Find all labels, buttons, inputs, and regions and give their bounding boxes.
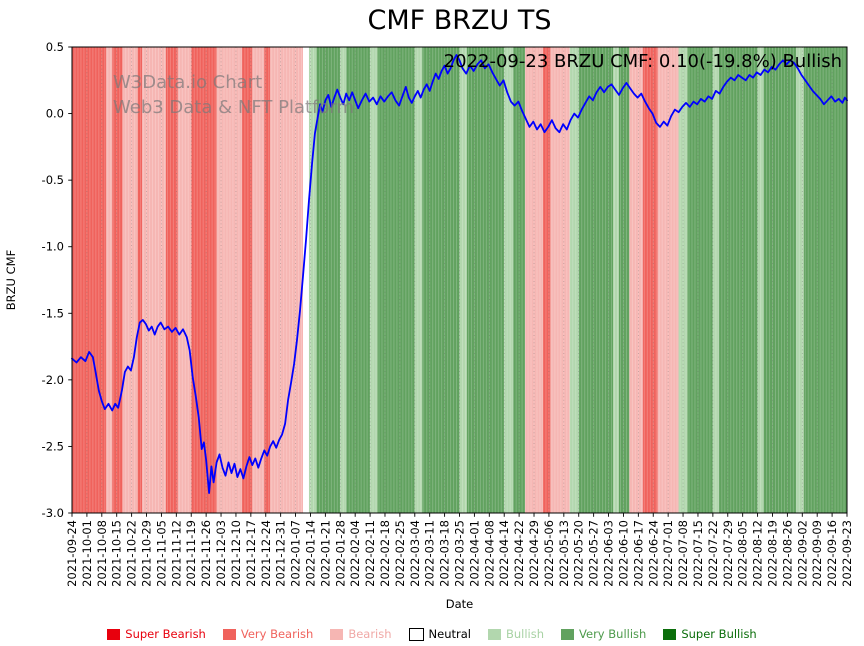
y-axis-label: BRZU CMF xyxy=(4,250,18,310)
x-tick-label: 2022-07-01 xyxy=(661,520,675,587)
y-tick-label: 0.0 xyxy=(46,107,64,121)
x-axis-label: Date xyxy=(446,597,474,611)
legend-item-bullish: Bullish xyxy=(487,627,545,641)
legend-label: Bearish xyxy=(348,627,392,641)
legend-swatch-neutral xyxy=(408,627,424,641)
x-tick-label: 2022-05-27 xyxy=(587,520,601,587)
x-tick-label: 2022-09-02 xyxy=(795,520,809,587)
legend-swatch-bullish xyxy=(487,628,501,640)
legend-label: Super Bullish xyxy=(681,627,757,641)
legend-swatch-super_bullish xyxy=(663,628,677,640)
x-tick-label: 2021-10-29 xyxy=(140,520,154,587)
x-tick-label: 2021-11-19 xyxy=(184,520,198,587)
legend-label: Bullish xyxy=(505,627,545,641)
chart-title: CMF BRZU TS xyxy=(367,5,552,36)
x-tick-label: 2022-06-17 xyxy=(631,520,645,587)
x-tick-label: 2022-04-29 xyxy=(527,520,541,587)
x-tick-label: 2022-03-11 xyxy=(423,520,437,587)
x-tick-label: 2022-05-13 xyxy=(557,520,571,587)
x-tick-label: 2022-07-15 xyxy=(691,520,705,587)
legend-swatch-very_bullish xyxy=(561,628,575,640)
x-tick-label: 2022-03-18 xyxy=(438,520,452,587)
legend-swatch-super_bearish xyxy=(107,628,121,640)
x-tick-label: 2022-01-21 xyxy=(318,520,332,587)
x-tick-labels: 2021-09-24 2021-10-01 2021-10-08 2021-10-15… xyxy=(65,520,854,587)
x-tick-label: 2022-02-11 xyxy=(363,520,377,587)
x-tick-label: 2021-12-03 xyxy=(214,520,228,587)
watermark-line2: Web3 Data & NFT Platform xyxy=(113,97,355,119)
x-tick-label: 2021-12-31 xyxy=(274,520,288,587)
watermark-line1: W3Data.io Chart xyxy=(113,72,263,93)
legend-item-very_bearish: Very Bearish xyxy=(222,627,314,641)
x-tick-label: 2021-12-17 xyxy=(244,520,258,587)
y-tick-label: -1.5 xyxy=(42,306,64,320)
legend-swatch-bearish xyxy=(330,628,344,640)
x-tick-label: 2022-05-06 xyxy=(542,520,556,587)
legend-item-super_bullish: Super Bullish xyxy=(663,627,757,641)
x-tick-label: 2021-11-26 xyxy=(199,520,213,587)
legend-item-super_bearish: Super Bearish xyxy=(107,627,206,641)
legend-item-bearish: Bearish xyxy=(330,627,392,641)
x-tick-label: 2022-06-10 xyxy=(616,520,630,587)
x-tick-label: 2022-08-26 xyxy=(780,520,794,587)
y-tick-label: 0.5 xyxy=(46,40,64,54)
x-tick-label: 2021-10-08 xyxy=(95,520,109,587)
x-tick-label: 2022-02-25 xyxy=(393,520,407,587)
x-tick-label: 2022-04-14 xyxy=(497,520,511,587)
x-tick-label: 2021-11-05 xyxy=(154,520,168,587)
x-tick-label: 2022-02-18 xyxy=(378,520,392,587)
legend-label: Super Bearish xyxy=(125,627,206,641)
x-tick-label: 2022-08-05 xyxy=(736,520,750,587)
x-tick-label: 2022-04-01 xyxy=(467,520,481,587)
legend: Super Bearish Very Bearish Bearish Neutral B… xyxy=(0,627,864,641)
x-tick-label: 2022-01-14 xyxy=(303,520,317,587)
x-tick-label: 2022-07-29 xyxy=(721,520,735,587)
legend-item-very_bullish: Very Bullish xyxy=(561,627,646,641)
legend-label: Very Bullish xyxy=(579,627,647,641)
x-tick-label: 2022-05-20 xyxy=(572,520,586,587)
y-tick-labels: 0.5 0.0 -0.5 -1.0 -1.5 -2.0 -2.5 -3.0 xyxy=(42,40,64,520)
x-tick-label: 2021-09-24 xyxy=(65,520,79,587)
y-tick-label: -0.5 xyxy=(42,173,64,187)
cmf-line xyxy=(71,54,848,494)
x-tick-label: 2022-04-22 xyxy=(512,520,526,587)
x-tick-label: 2022-07-22 xyxy=(706,520,720,587)
x-tick-label: 2022-03-04 xyxy=(408,520,422,587)
x-tick-label: 2022-01-07 xyxy=(289,520,303,587)
x-tick-label: 2021-12-10 xyxy=(229,520,243,587)
x-tick-label: 2022-07-08 xyxy=(676,520,690,587)
axis-ticks xyxy=(68,46,848,517)
x-tick-label: 2021-12-24 xyxy=(259,520,273,587)
x-tick-label: 2022-06-24 xyxy=(646,520,660,587)
legend-label: Very Bearish xyxy=(240,627,314,641)
x-tick-label: 2022-09-09 xyxy=(810,520,824,587)
y-tick-label: -1.0 xyxy=(42,240,64,254)
x-tick-label: 2022-08-19 xyxy=(765,520,779,587)
x-tick-label: 2022-06-03 xyxy=(602,520,616,587)
x-tick-label: 2022-02-04 xyxy=(348,520,362,587)
y-tick-label: -2.0 xyxy=(42,373,64,387)
x-tick-label: 2022-03-25 xyxy=(453,520,467,587)
x-tick-label: 2021-10-01 xyxy=(80,520,94,587)
y-tick-label: -2.5 xyxy=(42,439,64,453)
y-tick-label: -3.0 xyxy=(42,506,64,520)
x-tick-label: 2021-10-15 xyxy=(110,520,124,587)
legend-label: Neutral xyxy=(428,627,471,641)
x-tick-label: 2021-11-12 xyxy=(169,520,183,587)
latest-value-annotation: 2022-09-23 BRZU CMF: 0.10(-19.8%) Bullis… xyxy=(443,51,842,72)
legend-swatch-very_bearish xyxy=(222,628,236,640)
x-tick-label: 2022-08-12 xyxy=(751,520,765,587)
legend-item-neutral: Neutral xyxy=(408,627,471,641)
x-tick-label: 2022-09-23 xyxy=(840,520,854,587)
x-tick-label: 2022-09-16 xyxy=(825,520,839,587)
x-tick-label: 2021-10-22 xyxy=(125,520,139,587)
x-tick-label: 2022-01-28 xyxy=(333,520,347,587)
x-tick-label: 2022-04-08 xyxy=(482,520,496,587)
watermark: W3Data.io Chart Web3 Data & NFT Platform xyxy=(113,70,354,120)
